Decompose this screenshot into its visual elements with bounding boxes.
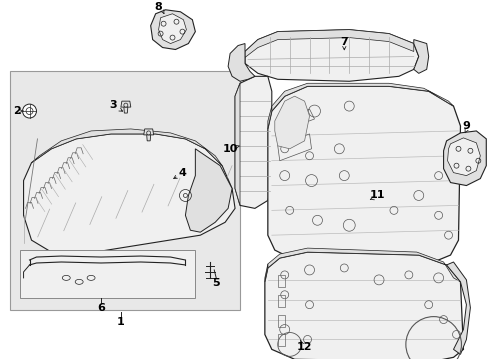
- Text: 6: 6: [97, 303, 105, 313]
- Circle shape: [146, 131, 150, 135]
- Polygon shape: [413, 40, 428, 73]
- Polygon shape: [20, 250, 195, 298]
- Text: 8: 8: [154, 2, 162, 12]
- Polygon shape: [123, 107, 127, 113]
- Polygon shape: [264, 252, 463, 360]
- Polygon shape: [244, 30, 413, 58]
- Polygon shape: [274, 96, 309, 149]
- Polygon shape: [23, 134, 235, 255]
- Polygon shape: [235, 83, 240, 206]
- Polygon shape: [267, 106, 271, 129]
- Polygon shape: [264, 264, 267, 282]
- Polygon shape: [31, 129, 222, 166]
- Polygon shape: [271, 83, 452, 111]
- Polygon shape: [146, 135, 150, 141]
- Polygon shape: [10, 71, 240, 310]
- Text: 1: 1: [117, 316, 124, 327]
- Circle shape: [22, 104, 37, 118]
- Polygon shape: [121, 101, 131, 107]
- Polygon shape: [143, 129, 153, 135]
- Polygon shape: [227, 44, 254, 81]
- Text: 4: 4: [178, 168, 186, 177]
- Polygon shape: [446, 262, 469, 354]
- Polygon shape: [158, 14, 186, 44]
- Polygon shape: [244, 30, 418, 81]
- Text: 3: 3: [109, 100, 117, 110]
- Text: 9: 9: [462, 121, 469, 131]
- Text: 5: 5: [212, 278, 220, 288]
- Polygon shape: [267, 86, 460, 262]
- Text: 10: 10: [222, 144, 237, 154]
- Polygon shape: [185, 149, 232, 232]
- Polygon shape: [267, 248, 460, 282]
- Text: 2: 2: [13, 106, 20, 116]
- Text: 12: 12: [296, 342, 312, 352]
- Text: 7: 7: [340, 37, 347, 46]
- Polygon shape: [150, 10, 195, 50]
- Polygon shape: [447, 138, 479, 176]
- Polygon shape: [443, 131, 485, 185]
- Circle shape: [123, 103, 127, 107]
- Polygon shape: [235, 76, 271, 208]
- Text: 11: 11: [368, 190, 384, 201]
